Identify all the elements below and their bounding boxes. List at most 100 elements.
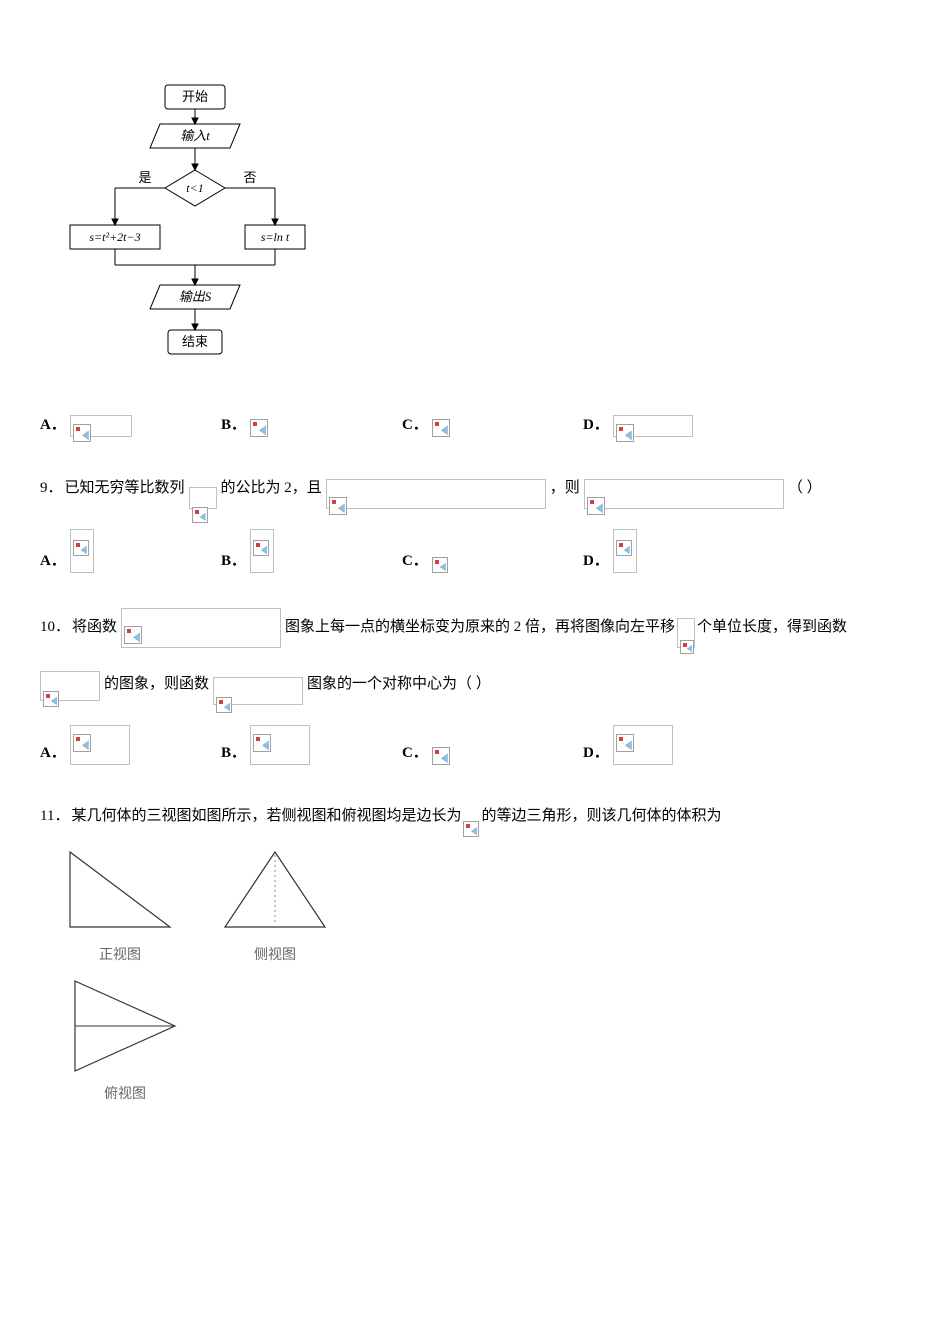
q9-t4: （ ） — [788, 472, 822, 505]
q11-stem: 11． 某几何体的三视图如图所示，若侧视图和俯视图均是边长为 的等边三角形，则该… — [40, 800, 910, 837]
front-view: 正视图 — [65, 847, 175, 968]
q8-opt-a: A． — [40, 413, 205, 437]
q9-options-row: A． B． C． D． — [40, 529, 910, 573]
flow-no: 否 — [243, 170, 256, 185]
flow-right: s=ln t — [261, 230, 290, 244]
q10-options-row: A． B． C． D． — [40, 725, 910, 765]
q8-opt-b: B． — [221, 413, 386, 437]
broken-image-icon — [192, 507, 208, 523]
top-view-svg — [65, 976, 185, 1076]
broken-image-icon — [73, 540, 89, 556]
q10-opt-a: A． — [40, 725, 205, 765]
broken-image-box — [213, 677, 303, 705]
broken-image-icon — [432, 557, 448, 573]
broken-image-box — [250, 529, 274, 573]
broken-image-box — [613, 725, 673, 765]
q10-opt-c: C． — [402, 741, 567, 765]
broken-image-icon — [73, 424, 91, 442]
q9-num: 9． — [40, 472, 63, 505]
q9-opt-c: C． — [402, 549, 567, 573]
q11-t2: 的等边三角形，则该几何体的体积为 — [481, 800, 721, 833]
q11-num: 11． — [40, 800, 69, 833]
broken-image-box — [70, 529, 94, 573]
broken-image-icon — [253, 540, 269, 556]
front-view-svg — [65, 847, 175, 937]
broken-image-icon — [250, 419, 268, 437]
q10-t4: 的图象，则函数 — [104, 668, 209, 701]
opt-label: D． — [583, 741, 609, 765]
q10-t5: 图象的一个对称中心为（ ） — [307, 668, 491, 701]
broken-image-box — [40, 671, 100, 701]
q10-opt-d: D． — [583, 725, 723, 765]
broken-image-icon — [216, 697, 232, 713]
opt-label: C． — [402, 549, 428, 573]
broken-image-icon — [616, 424, 634, 442]
opt-label: A． — [40, 549, 66, 573]
broken-image-box — [584, 479, 784, 509]
flowchart-diagram: 开始 输入t t<1 是 否 s=t²+2t−3 — [60, 80, 910, 388]
q9-stem: 9． 已知无穷等比数列 的公比为 2，且 ，则 （ ） — [40, 472, 910, 509]
opt-label: C． — [402, 413, 428, 437]
broken-image-icon — [432, 747, 450, 765]
broken-image-box — [326, 479, 546, 509]
broken-image-icon — [253, 734, 271, 752]
top-view: 俯视图 — [65, 976, 185, 1107]
broken-image-box — [613, 529, 637, 573]
q9-opt-d: D． — [583, 529, 723, 573]
broken-image-icon — [432, 419, 450, 437]
q8-opt-c: C． — [402, 413, 567, 437]
q10-stem: 10． 将函数 图象上每一点的横坐标变为原来的 2 倍，再将图像向左平移 个单位… — [40, 608, 910, 648]
broken-image-icon — [124, 626, 142, 644]
q9-opt-a: A． — [40, 529, 205, 573]
q8-opt-d: D． — [583, 413, 723, 437]
opt-label: D． — [583, 549, 609, 573]
q10-t3: 个单位长度，得到函数 — [697, 611, 847, 644]
broken-image-icon — [680, 640, 694, 654]
views-row2: 俯视图 — [65, 976, 910, 1107]
q9-t3: ，则 — [550, 472, 580, 505]
q9-t1: 已知无穷等比数列 — [65, 472, 185, 505]
side-view-label: 侧视图 — [215, 945, 335, 967]
broken-image-icon — [616, 734, 634, 752]
broken-image-box — [121, 608, 281, 648]
q10-num: 10． — [40, 611, 70, 644]
broken-image-icon — [329, 497, 347, 515]
top-view-label: 俯视图 — [65, 1084, 185, 1106]
broken-image-box — [677, 618, 695, 648]
q8-options-row: A． B． C． D． — [40, 413, 910, 437]
broken-image-icon — [463, 821, 479, 837]
q9-t2: 的公比为 2，且 — [221, 472, 322, 505]
broken-image-box — [250, 725, 310, 765]
broken-image-box — [189, 487, 217, 509]
q10-stem2: 的图象，则函数 图象的一个对称中心为（ ） — [40, 668, 910, 705]
broken-image-icon — [43, 691, 59, 707]
three-views: 正视图 侧视图 俯视图 — [65, 847, 910, 1107]
q11-t1: 某几何体的三视图如图所示，若侧视图和俯视图均是边长为 — [71, 800, 461, 833]
flow-start: 开始 — [182, 89, 208, 104]
flow-end: 结束 — [182, 334, 208, 349]
q10-t1: 将函数 — [72, 611, 117, 644]
opt-label: B． — [221, 413, 246, 437]
broken-image-icon — [73, 734, 91, 752]
flow-input: 输入t — [180, 128, 210, 143]
opt-label: C． — [402, 741, 428, 765]
flow-output: 输出S — [179, 289, 212, 304]
side-view: 侧视图 — [215, 847, 335, 968]
opt-label: D． — [583, 413, 609, 437]
q9-opt-b: B． — [221, 529, 386, 573]
broken-image-icon — [587, 497, 605, 515]
flow-left: s=t²+2t−3 — [89, 230, 140, 244]
broken-image-icon — [616, 540, 632, 556]
side-view-svg — [215, 847, 335, 937]
q10-opt-b: B． — [221, 725, 386, 765]
flow-yes: 是 — [138, 170, 151, 185]
views-row1: 正视图 侧视图 — [65, 847, 910, 968]
opt-label: B． — [221, 549, 246, 573]
flowchart-svg: 开始 输入t t<1 是 否 s=t²+2t−3 — [60, 80, 320, 380]
broken-image-box — [70, 415, 132, 437]
flow-cond: t<1 — [186, 181, 203, 195]
broken-image-box — [70, 725, 130, 765]
front-view-label: 正视图 — [65, 945, 175, 967]
opt-label: A． — [40, 741, 66, 765]
opt-label: B． — [221, 741, 246, 765]
